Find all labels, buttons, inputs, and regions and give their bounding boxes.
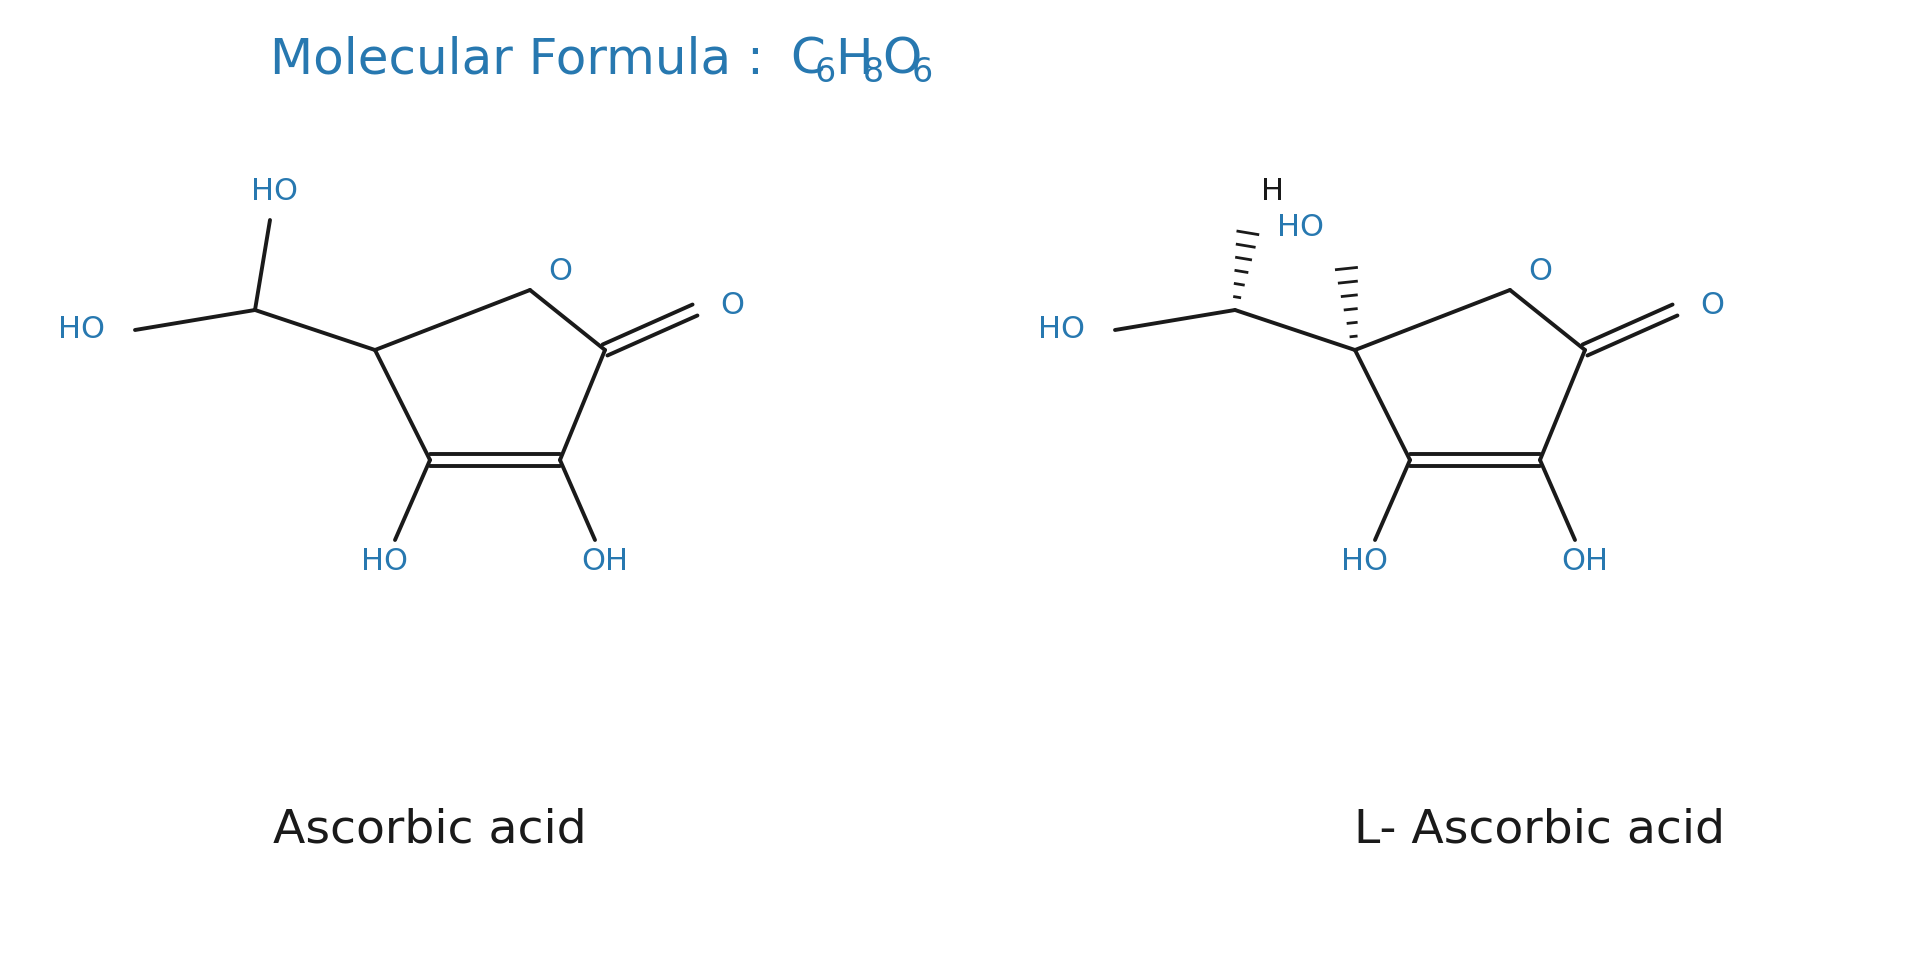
- Text: L- Ascorbic acid: L- Ascorbic acid: [1354, 807, 1726, 852]
- Text: O: O: [1528, 257, 1551, 286]
- Text: HO: HO: [1342, 547, 1388, 577]
- Text: HO: HO: [252, 178, 298, 206]
- Text: O: O: [547, 257, 572, 286]
- Text: HO: HO: [1039, 316, 1085, 345]
- Text: H: H: [1261, 178, 1283, 206]
- Text: 6: 6: [814, 56, 837, 88]
- Text: Ascorbic acid: Ascorbic acid: [273, 807, 588, 852]
- Text: 8: 8: [862, 56, 883, 88]
- Text: OH: OH: [582, 547, 628, 577]
- Text: HO: HO: [1277, 212, 1323, 242]
- Text: HO: HO: [361, 547, 409, 577]
- Text: 6: 6: [912, 56, 933, 88]
- Text: O: O: [881, 36, 922, 84]
- Text: HO: HO: [58, 316, 106, 345]
- Text: O: O: [720, 291, 745, 320]
- Text: Molecular Formula :: Molecular Formula :: [271, 36, 780, 84]
- Text: OH: OH: [1561, 547, 1609, 577]
- Text: C: C: [789, 36, 826, 84]
- Text: H: H: [835, 36, 872, 84]
- Text: O: O: [1699, 291, 1724, 320]
